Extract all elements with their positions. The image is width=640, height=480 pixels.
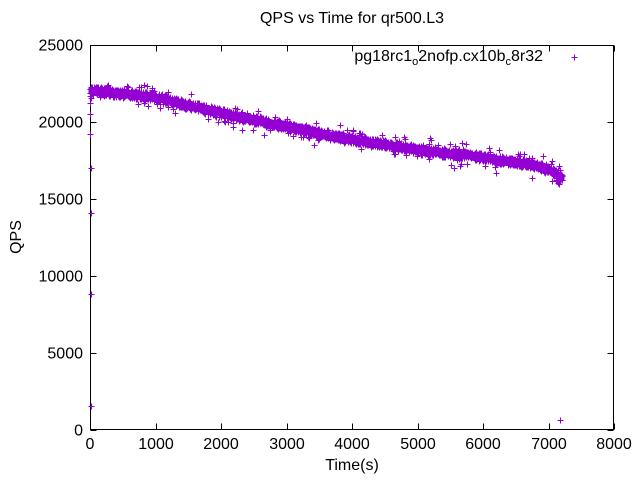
y-tick-label: 0 (74, 423, 83, 440)
data-series-markers (87, 82, 566, 188)
x-tick-label: 6000 (465, 436, 501, 453)
x-tick-label: 2000 (203, 436, 239, 453)
chart-title: QPS vs Time for qr500.L3 (259, 10, 445, 27)
x-tick-label: 7000 (531, 436, 567, 453)
y-tick-label: 15000 (39, 192, 84, 209)
x-axis-ticks (90, 45, 615, 430)
legend-marker-icon (571, 54, 578, 61)
y-axis-label: QPS (8, 220, 25, 254)
y-axis-ticks (90, 45, 614, 431)
x-tick-label: 3000 (269, 436, 305, 453)
x-tick-label: 5000 (400, 436, 436, 453)
x-axis-label: Time(s) (325, 457, 379, 474)
warmup-points (87, 93, 95, 410)
legend: pg18rc1o2nofp.cx10bc8r32 (354, 48, 543, 69)
tick-labels: 0 1000 2000 3000 4000 5000 6000 7000 8000 0 5000 10… (39, 38, 632, 454)
outlier-point (557, 417, 564, 424)
x-tick-label: 0 (86, 436, 95, 453)
x-tick-label: 8000 (596, 436, 632, 453)
x-tick-label: 4000 (334, 436, 370, 453)
y-tick-label: 25000 (39, 38, 84, 55)
y-tick-label: 5000 (47, 346, 83, 363)
x-tick-label: 1000 (138, 436, 174, 453)
y-tick-label: 20000 (39, 115, 84, 132)
y-tick-label: 10000 (39, 269, 84, 286)
legend-label: pg18rc1o2nofp.cx10bc8r32 (354, 48, 543, 69)
